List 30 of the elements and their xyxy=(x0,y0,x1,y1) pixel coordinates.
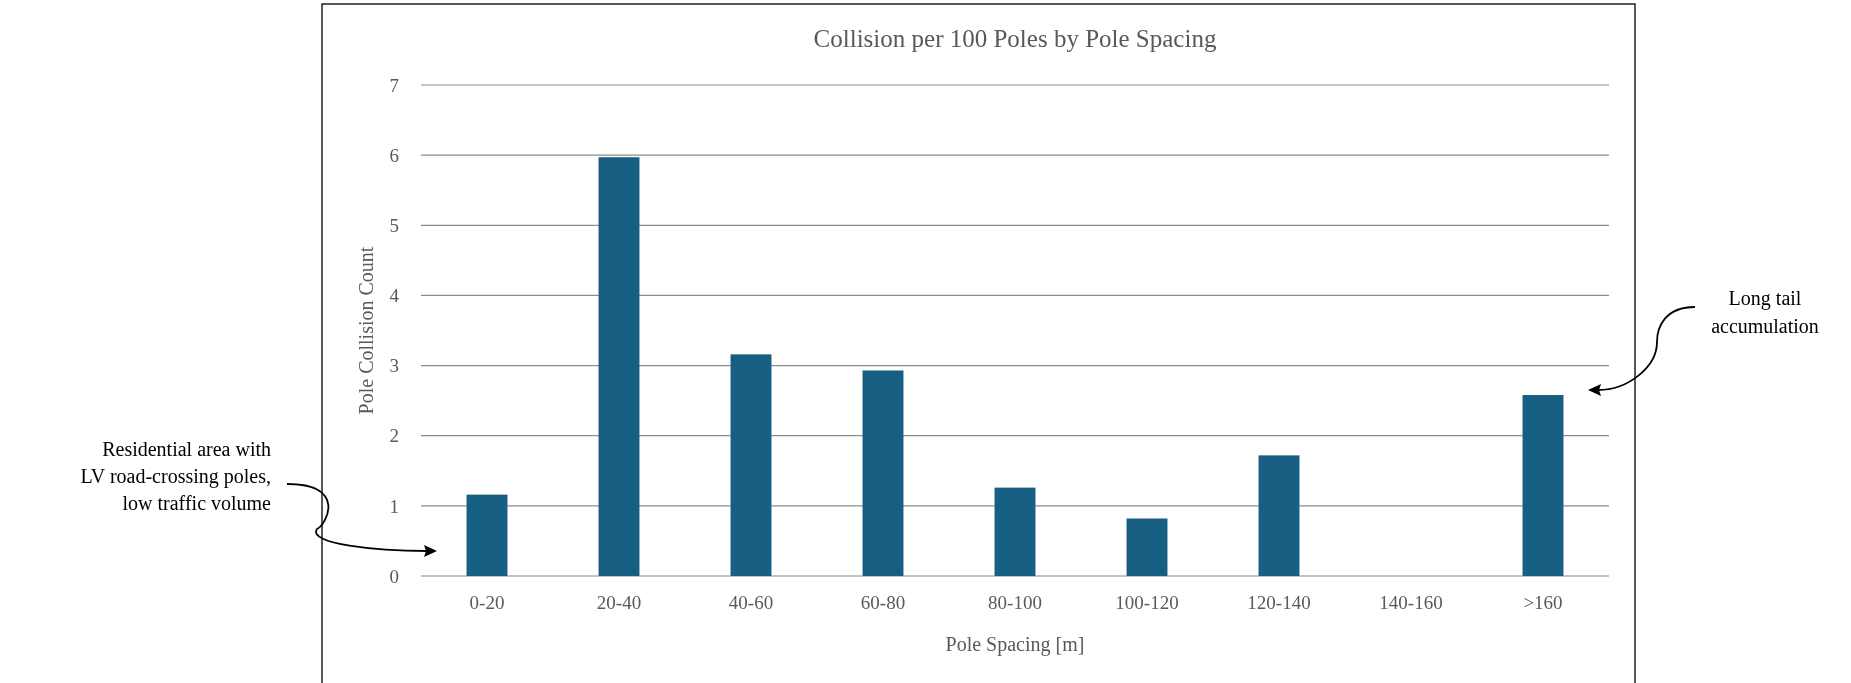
bar xyxy=(1258,455,1300,576)
x-tick-label: 60-80 xyxy=(860,592,906,613)
x-tick-label: 100-120 xyxy=(1115,592,1179,613)
bar xyxy=(730,354,772,576)
y-tick-label: 7 xyxy=(389,74,399,96)
y-tick-label: 4 xyxy=(389,285,400,307)
y-tick-label: 5 xyxy=(389,214,399,236)
text: Residential area with LV road-crossing poles, low traffic volume xyxy=(80,438,272,514)
y-tick-label: 2 xyxy=(389,425,399,447)
x-tick-label: 40-60 xyxy=(728,592,774,613)
text: Long tail accumulation xyxy=(1711,287,1819,337)
chart-title: Collision per 100 Poles by Pole Spacing xyxy=(813,25,1217,52)
bar xyxy=(598,157,640,576)
bar xyxy=(1522,395,1564,576)
x-axis-title: Pole Spacing [m] xyxy=(945,633,1085,656)
y-axis-title: Pole Collision Count xyxy=(355,246,377,415)
y-tick-label: 6 xyxy=(389,144,399,166)
x-tick-label: 140-160 xyxy=(1379,592,1443,613)
bar xyxy=(862,370,904,576)
bar xyxy=(994,487,1036,576)
y-tick-label: 0 xyxy=(389,565,399,587)
x-tick-label: 80-100 xyxy=(988,592,1042,613)
bar xyxy=(466,494,508,576)
x-tick-label: 120-140 xyxy=(1247,592,1311,613)
bar xyxy=(1126,518,1168,576)
x-tick-label: >160 xyxy=(1523,592,1563,613)
y-tick-label: 3 xyxy=(389,355,399,377)
y-tick-label: 1 xyxy=(389,495,399,517)
x-tick-label: 20-40 xyxy=(596,592,642,613)
x-tick-label: 0-20 xyxy=(469,592,505,613)
